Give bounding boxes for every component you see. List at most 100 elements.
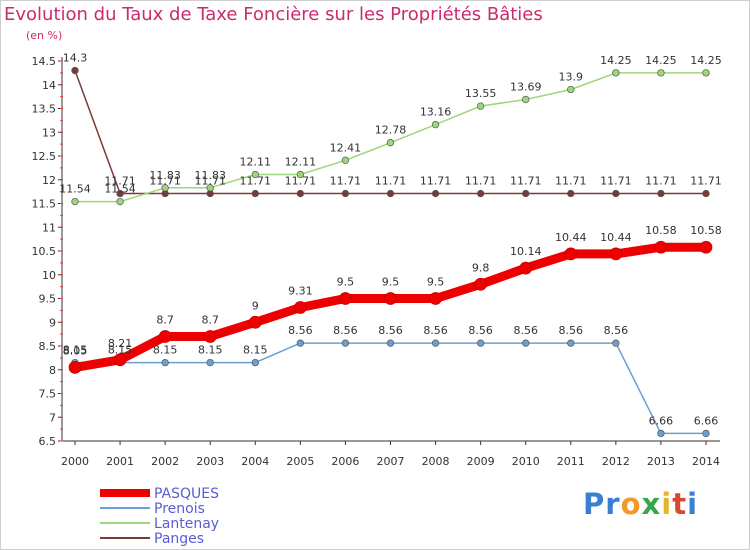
point-lantenay — [431, 120, 440, 129]
point-pasques — [384, 292, 397, 305]
point-lantenay — [657, 69, 665, 77]
y-tick-label: 12.5 — [32, 150, 57, 163]
point-lantenay — [702, 69, 710, 77]
point-lantenay — [251, 170, 259, 179]
point-panges — [116, 189, 124, 198]
y-tick-label: 12 — [42, 174, 56, 187]
data-label-pasques: 8.7 — [156, 314, 174, 327]
point-lantenay — [296, 170, 305, 179]
point-panges — [612, 189, 620, 198]
point-lantenay — [161, 184, 169, 192]
point-pasques — [294, 301, 307, 314]
chart-title: Evolution du Taux de Taxe Foncière sur l… — [4, 4, 543, 25]
y-tick-label: 13.5 — [32, 103, 57, 116]
x-tick-label: 2006 — [331, 455, 359, 468]
data-labels: 8.05 8.21 8.7 8.7 9 9.31 9.5 9.5 9.5 9.8 10.14 10.4… — [59, 52, 722, 428]
data-label-panges: 11.71 — [600, 175, 632, 188]
y-tick-label: 14 — [42, 79, 56, 92]
point-prenois — [657, 429, 665, 438]
data-label-pasques: 10.44 — [555, 231, 587, 244]
data-label-lantenay: 11.54 — [104, 183, 136, 196]
point-prenois — [522, 339, 530, 347]
data-label-lantenay: 11.83 — [149, 169, 181, 182]
data-label-panges: 11.71 — [240, 175, 272, 188]
point-panges — [702, 189, 710, 198]
data-label-prenois: 8.15 — [63, 344, 88, 357]
brand-letter: o — [620, 487, 642, 521]
data-label-panges: 11.71 — [194, 175, 226, 188]
data-label-prenois: 8.15 — [153, 344, 178, 357]
tick-labels: 6.5 7 7.5 8 8.5 9 9.5 10 10.5 11 11.5 12 12.5 13 13.5 1… — [32, 55, 721, 468]
x-tick-label: 2012 — [602, 455, 630, 468]
data-label-pasques: 9.5 — [382, 276, 400, 289]
point-panges — [431, 189, 440, 198]
point-pasques — [564, 247, 578, 261]
point-pasques — [519, 261, 533, 275]
y-tick-label: 10.5 — [32, 245, 57, 258]
point-lantenay — [206, 184, 214, 192]
x-tick-label: 2000 — [61, 455, 89, 468]
point-prenois — [251, 358, 259, 367]
point-pasques — [699, 240, 713, 254]
y-tick-label: 7 — [49, 411, 56, 424]
point-panges — [251, 189, 259, 198]
point-lantenay — [567, 85, 575, 94]
point-lantenay — [612, 69, 620, 77]
data-label-panges: 11.71 — [555, 175, 587, 188]
point-pasques — [68, 361, 82, 374]
point-pasques — [339, 292, 352, 305]
y-tick-label: 7.5 — [39, 388, 57, 401]
point-pasques — [113, 353, 127, 367]
data-label-lantenay: 11.83 — [194, 169, 226, 182]
point-pasques — [203, 330, 217, 343]
point-panges — [476, 189, 485, 198]
point-panges — [567, 189, 575, 198]
legend-label-prenois: Prenois — [154, 501, 205, 517]
data-label-panges: 11.71 — [420, 175, 452, 188]
data-label-panges: 11.71 — [645, 175, 677, 188]
data-label-prenois: 8.56 — [288, 324, 313, 337]
data-label-panges: 11.71 — [149, 175, 181, 188]
data-label-lantenay: 11.54 — [59, 183, 91, 196]
point-prenois — [206, 358, 214, 367]
point-lantenay — [341, 156, 350, 164]
y-unit-label: (en %) — [26, 29, 63, 42]
data-label-panges: 11.71 — [104, 175, 136, 188]
data-label-panges: 11.71 — [330, 175, 362, 188]
point-panges — [386, 189, 395, 198]
data-label-lantenay: 12.11 — [240, 156, 272, 169]
y-tick-label: 14.5 — [32, 55, 57, 68]
data-label-lantenay: 14.25 — [600, 54, 632, 67]
x-tick-label: 2013 — [647, 455, 675, 468]
point-prenois — [431, 339, 440, 347]
data-label-prenois: 8.56 — [333, 324, 358, 337]
point-pasques — [248, 315, 262, 329]
data-label-prenois: 8.15 — [198, 344, 223, 357]
legend-label-panges: Panges — [154, 531, 204, 547]
point-prenois — [341, 339, 350, 347]
point-pasques — [429, 292, 442, 305]
data-label-prenois: 8.56 — [604, 324, 629, 337]
data-label-panges: 14.3 — [63, 52, 88, 65]
data-label-pasques: 8.05 — [63, 344, 88, 357]
data-label-pasques: 10.58 — [690, 224, 722, 237]
data-label-prenois: 8.56 — [378, 324, 403, 337]
brand-logo: Proxiti — [583, 487, 698, 521]
y-tick-label: 13 — [42, 126, 56, 139]
point-pasques — [654, 240, 668, 254]
data-label-prenois: 8.56 — [423, 324, 448, 337]
data-label-prenois: 8.56 — [513, 324, 538, 337]
point-prenois — [386, 339, 395, 347]
data-label-lantenay: 12.11 — [285, 156, 317, 169]
data-label-pasques: 9.5 — [337, 276, 355, 289]
point-pasques — [158, 330, 172, 343]
data-label-pasques: 8.7 — [201, 314, 219, 327]
x-tick-label: 2010 — [512, 455, 540, 468]
data-label-lantenay: 12.78 — [375, 124, 407, 137]
point-prenois — [476, 339, 485, 347]
point-lantenay — [71, 197, 79, 206]
data-label-pasques: 10.14 — [510, 245, 542, 258]
data-label-panges: 11.71 — [690, 175, 722, 188]
x-tick-label: 2007 — [377, 455, 405, 468]
